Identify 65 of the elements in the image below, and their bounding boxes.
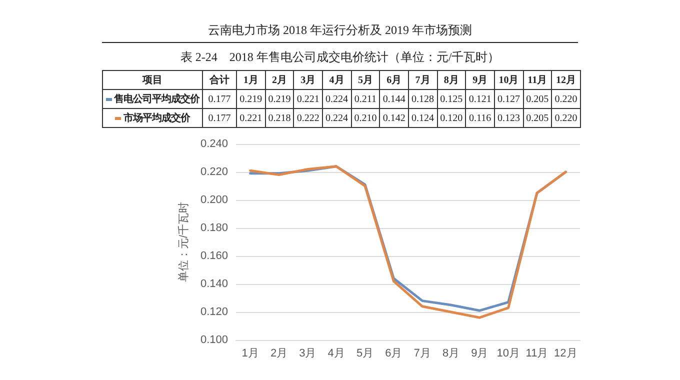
x-tick-label: 8月 [442, 348, 460, 360]
y-tick-label: 0.240 [200, 138, 228, 150]
text: 合计 [202, 70, 236, 90]
data-label: 0.220 [552, 108, 580, 128]
category-label: 8月 [444, 75, 459, 86]
data-label: 0.221 [236, 108, 266, 128]
data-label: 0.222 [294, 108, 322, 128]
data-label: 0.205 [523, 108, 552, 128]
x-tick-label: 5月 [356, 348, 374, 360]
category-label: 9月 [472, 75, 488, 86]
data-label: 0.144 [380, 90, 408, 108]
data-label: 0.127 [494, 90, 524, 108]
data-label: 0.210 [351, 108, 380, 128]
data-label: 0.116 [466, 108, 494, 128]
data-label: 0.224 [322, 90, 352, 108]
x-tick-label: 12月 [554, 348, 578, 360]
text: 项目 [102, 70, 202, 90]
y-tick-label: 0.100 [200, 334, 228, 346]
data-label: 0.224 [322, 108, 352, 128]
y-axis-title: 单位：元/千瓦时 [177, 202, 190, 282]
legend-label: 市场平均成交价 [102, 108, 202, 128]
y-tick-label: 0.220 [200, 166, 228, 178]
text: 0.177 [208, 112, 231, 124]
data-label: 0.205 [523, 90, 552, 108]
data-label: 0.120 [437, 108, 466, 128]
y-tick-label: 0.120 [200, 306, 228, 318]
data-label: 0.121 [466, 90, 494, 108]
category-label: 2月 [272, 75, 287, 86]
data-label: 0.219 [265, 90, 294, 108]
x-tick-label: 7月 [414, 348, 431, 360]
category-label: 7月 [415, 75, 430, 86]
category-label: 12月 [556, 75, 576, 86]
x-tick-label: 4月 [328, 348, 345, 360]
chart-title: 云南电力市场 2018 年运行分析及 2019 年市场预测 [102, 22, 578, 43]
category-label: 6月 [386, 75, 402, 86]
x-tick-label: 9月 [471, 348, 488, 360]
y-tick-label: 0.200 [200, 194, 228, 206]
y-tick-label: 0.180 [200, 222, 228, 234]
category-label: 1月 [243, 75, 258, 86]
x-tick-label: 10月 [496, 348, 520, 360]
x-tick-label: 3月 [299, 348, 316, 360]
x-tick-label: 6月 [385, 348, 402, 360]
data-label: 0.218 [265, 108, 294, 128]
data-label: 0.123 [494, 108, 524, 128]
data-label: 0.124 [408, 108, 438, 128]
chart-subtitle: 表 2-24 2018 年售电公司成交电价统计（单位：元/千瓦时） [179, 49, 501, 66]
data-label: 0.125 [437, 90, 466, 108]
data-label: 0.211 [351, 90, 380, 108]
y-tick-label: 0.140 [200, 278, 228, 290]
data-label: 0.221 [294, 90, 322, 108]
category-label: 3月 [300, 75, 316, 86]
data-label: 0.219 [236, 90, 266, 108]
category-label: 11月 [528, 75, 548, 86]
x-tick-label: 11月 [526, 348, 548, 360]
x-tick-label: 2月 [270, 348, 288, 360]
category-label: 10月 [498, 75, 519, 86]
data-label: 0.128 [408, 90, 438, 108]
category-label: 4月 [329, 75, 344, 86]
text: 0.177 [208, 94, 231, 104]
y-tick-label: 0.160 [200, 250, 228, 262]
data-label: 0.220 [552, 90, 580, 108]
category-label: 5月 [358, 75, 373, 86]
x-tick-label: 1月 [242, 348, 259, 360]
legend-label: 售电公司平均成交价 [102, 90, 202, 108]
data-label: 0.142 [380, 108, 408, 128]
